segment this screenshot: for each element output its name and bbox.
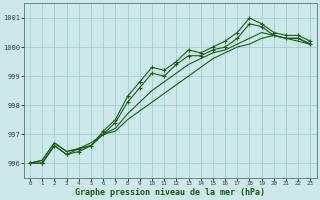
- X-axis label: Graphe pression niveau de la mer (hPa): Graphe pression niveau de la mer (hPa): [75, 188, 265, 197]
